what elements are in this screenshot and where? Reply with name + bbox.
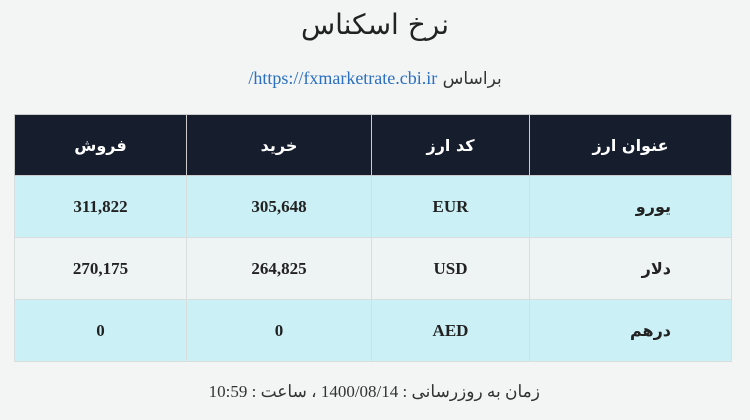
currency-table: عنوان ارز کد ارز خرید فروش یورو EUR 305,… <box>14 114 732 362</box>
table-header: عنوان ارز کد ارز خرید فروش <box>14 114 732 176</box>
header-currency-name: عنوان ارز <box>529 114 732 176</box>
buy-rate: 305,648 <box>186 175 372 238</box>
update-time: زمان به روزرسانی : 1400/08/14 ، ساعت : 1… <box>208 382 540 401</box>
header-currency-code: کد ارز <box>371 114 530 176</box>
currency-code: USD <box>371 237 530 300</box>
sell-rate: 311,822 <box>14 175 187 238</box>
page-title: نرخ اسکناس <box>300 8 450 41</box>
source-line: براساس https://fxmarketrate.cbi.ir/ <box>0 68 750 89</box>
header-sell: فروش <box>14 114 187 176</box>
table-row: دلار USD 264,825 270,175 <box>14 237 732 300</box>
table-row: یورو EUR 305,648 311,822 <box>14 175 732 238</box>
currency-code: EUR <box>371 175 530 238</box>
currency-code: AED <box>371 299 530 362</box>
buy-rate: 264,825 <box>186 237 372 300</box>
table-row: درهم AED 0 0 <box>14 299 732 362</box>
currency-name: دلار <box>529 237 732 300</box>
buy-rate: 0 <box>186 299 372 362</box>
sell-rate: 0 <box>14 299 187 362</box>
currency-name: یورو <box>529 175 732 238</box>
currency-name: درهم <box>529 299 732 362</box>
source-link[interactable]: https://fxmarketrate.cbi.ir/ <box>248 68 438 88</box>
header-buy: خرید <box>186 114 372 176</box>
sell-rate: 270,175 <box>14 237 187 300</box>
source-label: براساس <box>442 69 502 89</box>
